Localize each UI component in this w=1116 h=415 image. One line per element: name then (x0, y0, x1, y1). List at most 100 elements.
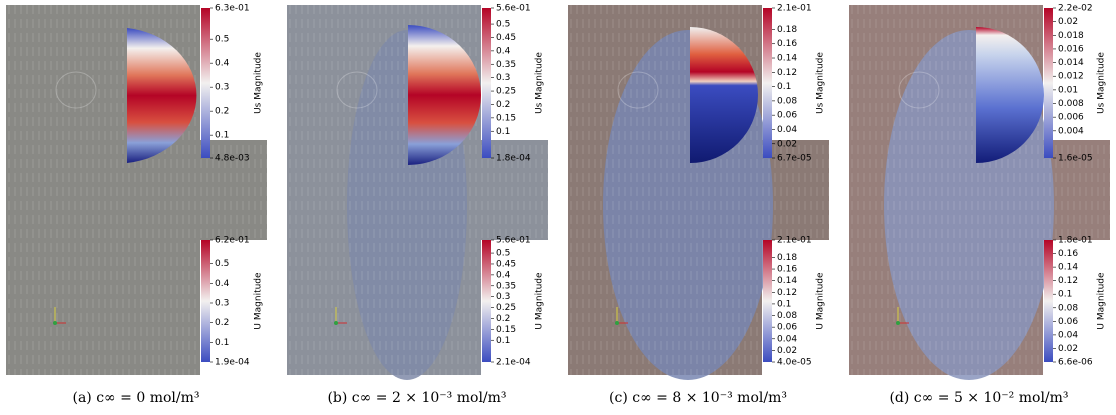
caption: (d) c∞ = 5 × 10⁻² mol/m³ (889, 390, 1068, 406)
streamlines (481, 140, 548, 240)
caption: (c) c∞ = 8 × 10⁻³ mol/m³ (609, 390, 787, 406)
tick-label: 0.4 (496, 46, 511, 56)
tick-label: 0.12 (1058, 276, 1078, 286)
tick-label: 2.1e-01 (777, 236, 812, 246)
tick-label: 0.3 (496, 292, 510, 302)
tick-label: 0.5 (215, 259, 229, 269)
bubble-surface (976, 27, 1044, 163)
tick-label: 4.0e-05 (777, 358, 812, 368)
tick-label: 1.8e-01 (1058, 236, 1093, 246)
bubble-surface (127, 28, 197, 163)
tick-label: 1.9e-04 (215, 358, 250, 368)
axis-z-icon (334, 321, 338, 325)
vortex (336, 71, 378, 109)
axis-z-icon (896, 321, 900, 325)
tick-label: 0.004 (1058, 126, 1084, 136)
tick-label: 0.1 (496, 336, 510, 346)
tick-label: 0.4 (215, 59, 230, 69)
caption: (b) c∞ = 2 × 10⁻³ mol/m³ (327, 390, 506, 406)
tick-label: 0.3 (215, 83, 229, 93)
tick-label: 6.2e-01 (215, 236, 250, 246)
tick-label: 0.008 (1058, 99, 1084, 109)
tick-label: 5.6e-01 (496, 4, 531, 14)
colorbar-title: U Magnitude (254, 272, 264, 330)
colorbar-title: Us Magnitude (816, 52, 826, 114)
tick-label: 0.2 (496, 314, 510, 324)
vortex (617, 71, 659, 109)
tick-label: 2.1e-01 (777, 4, 812, 14)
panel: 5.6e-010.50.450.40.350.30.250.20.150.11.… (287, 4, 548, 380)
tick-label: 0.16 (777, 265, 797, 275)
tick-label: 0.14 (777, 54, 797, 64)
vortex (55, 71, 97, 109)
tick-label: 0.16 (777, 39, 797, 49)
tick-label: 6.7e-05 (777, 154, 812, 164)
tick-label: 0.2 (215, 107, 229, 117)
colorbar-title: Us Magnitude (1097, 52, 1107, 114)
tick-label: 0.14 (1058, 263, 1078, 273)
colorbar (1044, 8, 1053, 158)
tick-label: 0.4 (215, 279, 230, 289)
tick-label: 0.08 (1058, 303, 1078, 313)
tick-label: 0.15 (496, 325, 516, 335)
tick-label: 1.8e-04 (496, 154, 531, 164)
tick-label: 0.1 (1058, 290, 1072, 300)
tick-label: 0.25 (496, 87, 516, 97)
tick-label: 0.014 (1058, 58, 1084, 68)
colorbar-title: U Magnitude (535, 272, 545, 330)
streamlines (762, 140, 829, 240)
colorbar (201, 8, 210, 158)
tick-label: 0.1 (777, 299, 791, 309)
tick-label: 0.04 (777, 334, 797, 344)
tick-label: 0.3 (496, 73, 510, 83)
tick-label: 4.8e-03 (215, 154, 250, 164)
tick-label: 2.1e-04 (496, 358, 531, 368)
tick-label: 0.1 (777, 82, 791, 92)
tick-label: 0.1 (496, 127, 510, 137)
colorbar-title: Us Magnitude (254, 52, 264, 114)
colorbar (482, 8, 491, 158)
tick-label: 0.16 (1058, 249, 1078, 259)
tick-label: 0.04 (777, 125, 797, 135)
tick-label: 0.12 (777, 288, 797, 298)
panel: 2.2e-02 0.02 0.018 0.016 0.014 0.012 0.01 0.008… (849, 4, 1110, 380)
tick-label: 0.25 (496, 303, 516, 313)
tick-label: 0.02 (777, 139, 797, 149)
tick-label: 0.2 (496, 100, 510, 110)
tick-label: 0.02 (1058, 17, 1078, 27)
colorbar-title: U Magnitude (1097, 272, 1107, 330)
streamlines (1043, 140, 1110, 240)
tick-label: 0.18 (777, 253, 797, 263)
tick-label: 0.01 (1058, 85, 1078, 95)
tick-label: 0.1 (215, 338, 229, 348)
tick-label: 0.14 (777, 276, 797, 286)
tick-label: 0.04 (1058, 330, 1078, 340)
tick-label: 0.35 (496, 281, 516, 291)
vortex (898, 71, 940, 109)
tick-label: 0.3 (215, 298, 229, 308)
colorbar (201, 240, 210, 362)
tick-label: 0.4 (496, 270, 511, 280)
colorbar-title: Us Magnitude (535, 52, 545, 114)
tick-label: 0.016 (1058, 44, 1084, 54)
bubble-surface (690, 27, 758, 163)
panel: 2.1e-010.180.160.140.120.10.080.060.040.… (568, 4, 829, 380)
tick-label: 0.018 (1058, 31, 1084, 41)
tick-label: 6.6e-06 (1058, 358, 1093, 368)
tick-label: 0.45 (496, 259, 516, 269)
tick-label: 0.02 (777, 346, 797, 356)
tick-label: 0.12 (777, 68, 797, 78)
tick-label: 0.35 (496, 60, 516, 70)
tick-label: 0.15 (496, 113, 516, 123)
bubble-surface (408, 25, 481, 165)
tick-label: 2.2e-02 (1058, 4, 1093, 14)
streamlines (200, 140, 267, 240)
tick-label: 1.6e-05 (1058, 154, 1093, 164)
colorbar (1044, 240, 1053, 362)
tick-label: 0.06 (777, 323, 797, 333)
tick-label: 0.08 (777, 311, 797, 321)
colorbar (763, 240, 772, 362)
panel: 6.3e-01 0.5 0.4 0.3 0.2 0.1 4.8e-03 Us Magnitud… (6, 4, 267, 375)
tick-label: 0.5 (496, 249, 510, 259)
